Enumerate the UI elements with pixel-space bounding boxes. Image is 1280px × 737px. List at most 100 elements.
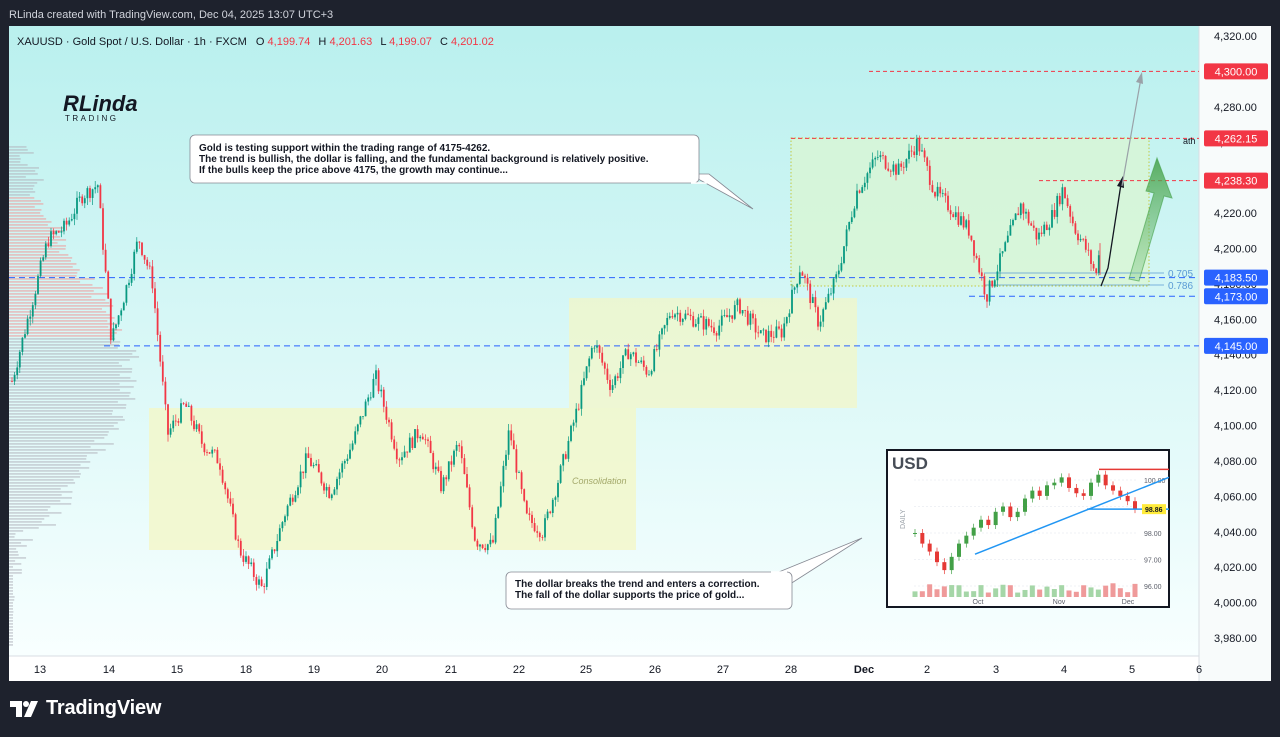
volume-profile-bar: [9, 362, 119, 364]
candle-body: [336, 478, 338, 490]
candle-body: [354, 431, 357, 444]
inset-volume-bar: [1029, 585, 1035, 597]
candle-body: [900, 163, 903, 167]
volume-profile-bar: [9, 338, 116, 340]
volume-profile-bar: [9, 575, 13, 577]
inset-volume-bar: [912, 591, 918, 597]
candle-body: [281, 522, 284, 529]
candle-body: [1006, 235, 1009, 243]
candle-body: [1071, 216, 1074, 224]
candle-body: [1032, 225, 1035, 228]
candle-body: [161, 361, 164, 382]
price-tick-label: 4,120.00: [1214, 385, 1257, 397]
volume-profile-bar: [9, 512, 62, 514]
candle-body: [497, 506, 500, 518]
candle-body: [692, 316, 695, 327]
candle-body: [471, 507, 474, 528]
candle-body: [921, 150, 923, 152]
candle-body: [986, 294, 988, 302]
candle-body: [736, 299, 739, 306]
candle-body: [349, 449, 351, 459]
volume-profile-bar: [9, 149, 28, 151]
volume-profile-bar: [9, 614, 13, 616]
candle-body: [1035, 227, 1038, 240]
candle-body: [741, 310, 744, 314]
candle-body: [525, 500, 528, 514]
inset-volume-bar: [1073, 591, 1079, 597]
candle-body: [749, 313, 752, 325]
volume-profile-bar: [9, 509, 48, 511]
inset-volume-bar: [956, 585, 962, 597]
volume-profile-bar: [9, 584, 13, 586]
inset-candle-body: [1103, 474, 1108, 486]
inset-volume-bar: [1059, 585, 1065, 597]
candle-body: [869, 167, 871, 174]
candle-body: [476, 540, 479, 547]
volume-profile-bar: [9, 416, 123, 418]
candle-body: [120, 310, 123, 316]
volume-profile-bar: [9, 455, 87, 457]
candle-body: [962, 216, 965, 228]
price-tick-label: 4,280.00: [1214, 102, 1257, 114]
candle-body: [263, 585, 266, 587]
candle-body: [104, 249, 107, 272]
open-label: O: [256, 36, 265, 48]
time-tick-label: 21: [445, 664, 457, 676]
volume-profile-bar: [9, 236, 61, 238]
candle-body: [614, 376, 617, 386]
candle-body: [515, 449, 518, 473]
volume-profile-bar: [9, 551, 18, 553]
fib-786-label: 0.786: [1168, 281, 1193, 292]
candle-body: [915, 138, 918, 156]
candle-body: [185, 403, 188, 407]
volume-profile-bar: [9, 611, 14, 613]
candle-body: [148, 265, 151, 267]
candle-body: [718, 325, 721, 336]
candle-body: [60, 231, 63, 233]
candle-body: [57, 231, 60, 233]
candle-body: [668, 316, 671, 318]
candle-body: [853, 208, 856, 218]
inset-candle-body: [920, 533, 925, 544]
candle-body: [791, 289, 793, 314]
tradingview-logo[interactable]: TradingView: [10, 697, 161, 720]
candle-body: [406, 451, 409, 453]
candle-body: [879, 155, 882, 158]
candle-body: [996, 271, 999, 281]
candle-body: [588, 358, 591, 367]
volume-profile-bar: [9, 215, 44, 217]
candle-body: [949, 210, 952, 215]
volume-profile-bar: [9, 272, 78, 274]
volume-profile-bar: [9, 173, 38, 175]
candle-body: [661, 328, 663, 335]
volume-profile-bar: [9, 158, 21, 160]
candle-body: [440, 470, 442, 492]
price-tick-label: 4,320.00: [1214, 31, 1257, 43]
symbol-legend[interactable]: XAUUSD · Gold Spot / U.S. Dollar · 1h · …: [17, 36, 494, 48]
candle-body: [16, 367, 19, 376]
candle-body: [460, 446, 463, 459]
candle-body: [167, 404, 169, 435]
price-chart[interactable]: Consolidation ath 0.705 0.786 Gold is te…: [9, 26, 1271, 681]
inset-candle-body: [1052, 482, 1057, 486]
bullish-arrow-icon: [1128, 156, 1173, 282]
volume-profile-bar: [9, 536, 15, 538]
candle-body: [1056, 195, 1059, 217]
volume-profile-bar: [9, 293, 108, 295]
candle-body: [174, 420, 177, 422]
candle-body: [1082, 238, 1085, 240]
time-scale[interactable]: 13 14 15 18 19 20 21 22 25 26 27 28 Dec 2 3 4 5 6: [34, 664, 1202, 676]
time-tick-label: 22: [513, 664, 525, 676]
candle-body: [1040, 232, 1043, 234]
candle-body: [975, 255, 978, 259]
volume-profile-bar: [9, 617, 13, 619]
candle-body: [141, 242, 143, 256]
inset-volume-bar: [1088, 587, 1094, 597]
candle-body: [414, 429, 416, 448]
candle-body: [1043, 224, 1046, 234]
attribution-bar: RLinda created with TradingView.com, Dec…: [0, 0, 1280, 26]
candle-body: [429, 440, 432, 454]
price-scale[interactable]: 4,320.004,300.004,280.004,260.004,240.00…: [1214, 31, 1257, 645]
inset-volume-bar: [919, 591, 925, 597]
volume-profile-bar: [9, 590, 13, 592]
